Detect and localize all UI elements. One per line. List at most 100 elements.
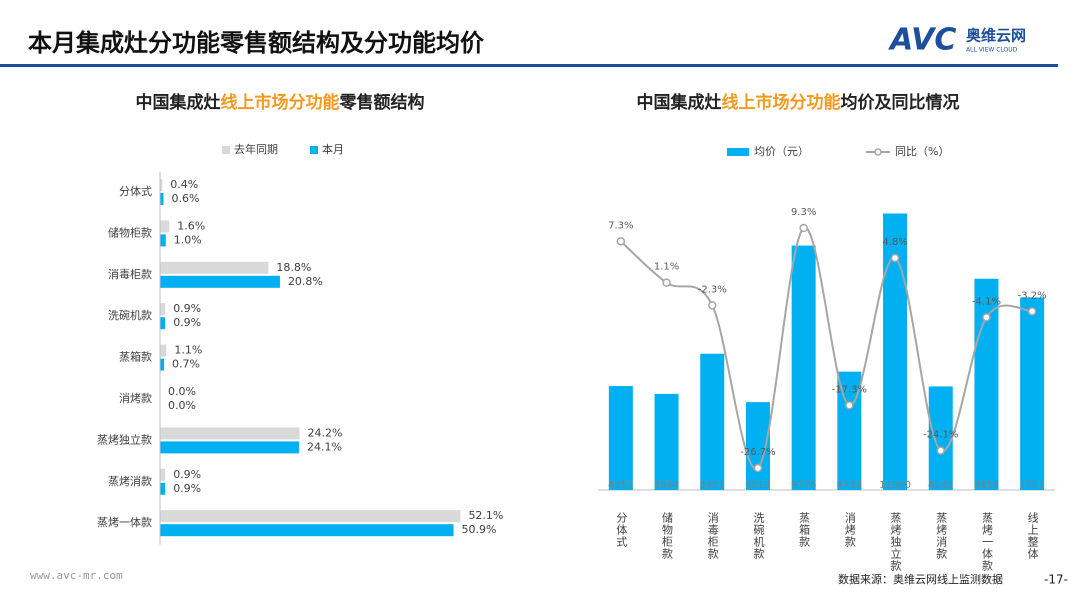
y-tick-label: 蒸烤一体款 [97,515,152,529]
line-label: -17.3% [832,384,867,395]
x-tick-label: 线上整体 [1026,511,1039,560]
bar [160,179,163,191]
data-label: 0.9% [173,482,201,495]
line [620,226,1033,470]
bar [160,427,300,440]
data-label: 50.9% [462,523,497,536]
line-marker [890,253,900,263]
legend-swatch [727,148,749,156]
bar-label: 3844 [654,480,679,491]
x-tick-label: 分体式 [615,512,628,548]
legend-swatch [222,146,230,154]
data-label: 52.1% [468,509,503,522]
bar [160,441,299,454]
bar [160,468,166,481]
title-part: 均价及同比情况 [841,92,960,113]
page-number: -17- [1044,573,1068,587]
x-tick-label: 蒸烤消款 [935,512,948,560]
x-tick-label: 蒸箱款 [798,512,811,548]
legend-label: 本月 [322,142,344,156]
bar [791,245,816,490]
line-marker [662,278,671,287]
data-label: 0.9% [173,316,201,329]
title-part: 零售额结构 [339,92,425,113]
logo: AVC [888,23,956,58]
line-marker [845,401,854,410]
bar-label: 7701 [1019,480,1044,491]
title-part: 线上市场分功能 [722,92,841,113]
data-label: 0.9% [173,302,201,315]
x-tick-label: 蒸烤独立款 [889,512,902,572]
line-marker [708,301,717,310]
y-tick-label: 消烤款 [119,391,152,405]
legend-label: 均价（元） [754,145,809,158]
bar [160,524,454,537]
y-tick-label: 消毒柜款 [108,267,152,281]
data-label: 1.6% [177,219,205,232]
bar [160,234,166,247]
bar-label: 3513 [745,480,770,491]
x-tick-label: 储物柜款 [661,511,674,560]
bar-label: 4143 [928,480,953,491]
legend-label: 去年同期 [234,142,278,156]
bar [160,220,170,233]
y-tick-label: 蒸烤独立款 [97,432,152,446]
x-tick-label: 消毒柜款 [706,511,719,560]
line-label: 4.8% [882,237,907,248]
line-marker [936,446,945,455]
chart-title: 中国集成灶线上市场分功能零售额结构 [136,92,425,113]
header-rule [0,64,1058,67]
chart-title: 中国集成灶线上市场分功能均价及同比情况 [637,92,960,113]
data-label: 1.1% [174,344,202,357]
data-label: 0.9% [173,468,201,481]
line-label: -24.1% [923,430,958,441]
line-label: 7.3% [608,220,633,231]
bar-label: 11060 [879,480,911,491]
bar [928,386,953,490]
x-tick-label: 洗碗机款 [752,512,765,560]
legend-label: 同比（%） [895,145,949,158]
bar [160,317,166,330]
line-marker [1027,307,1037,316]
data-label: 24.2% [308,426,343,439]
data-label: 24.1% [307,440,342,453]
line-label: -4.1% [972,296,1001,307]
line-marker [616,237,626,246]
legend-swatch [310,146,318,154]
bar-label: 4157 [608,480,633,491]
line-label: -2.3% [698,284,727,295]
bar-label: 9776 [791,480,816,491]
bar [974,278,999,490]
bar-label: 5451 [700,480,725,491]
bar-label: 8450 [974,480,999,491]
title-part: 中国集成灶 [637,92,722,113]
bar [160,344,167,357]
line-label: 1.1% [654,262,679,273]
bar [1020,297,1045,490]
bar-label: 4733 [837,480,862,491]
source: 数据来源：奥维云网线上监测数据 [838,572,1003,586]
bar [608,386,633,490]
line-marker [753,463,763,473]
bar [160,261,269,274]
data-label: 0.6% [171,192,199,205]
line-label: -3.2% [1018,290,1047,301]
data-label: 1.0% [174,233,202,246]
y-tick-label: 储物柜款 [108,225,152,239]
bar [160,510,461,523]
x-tick-label: 消烤款 [843,511,856,548]
bar [654,393,679,490]
line-label: -26.7% [740,447,775,458]
x-tick-label: 蒸烤一体款 [980,512,993,572]
line-marker [982,313,991,322]
data-label: 0.0% [168,399,196,412]
y-tick-label: 分体式 [119,184,152,198]
bar [700,353,725,490]
data-label: 18.8% [276,261,311,274]
logo-cn: 奥维云网 [966,27,1026,45]
y-tick-label: 洗碗机款 [108,308,152,322]
data-label: 0.4% [170,178,198,191]
legend-marker [874,148,882,156]
